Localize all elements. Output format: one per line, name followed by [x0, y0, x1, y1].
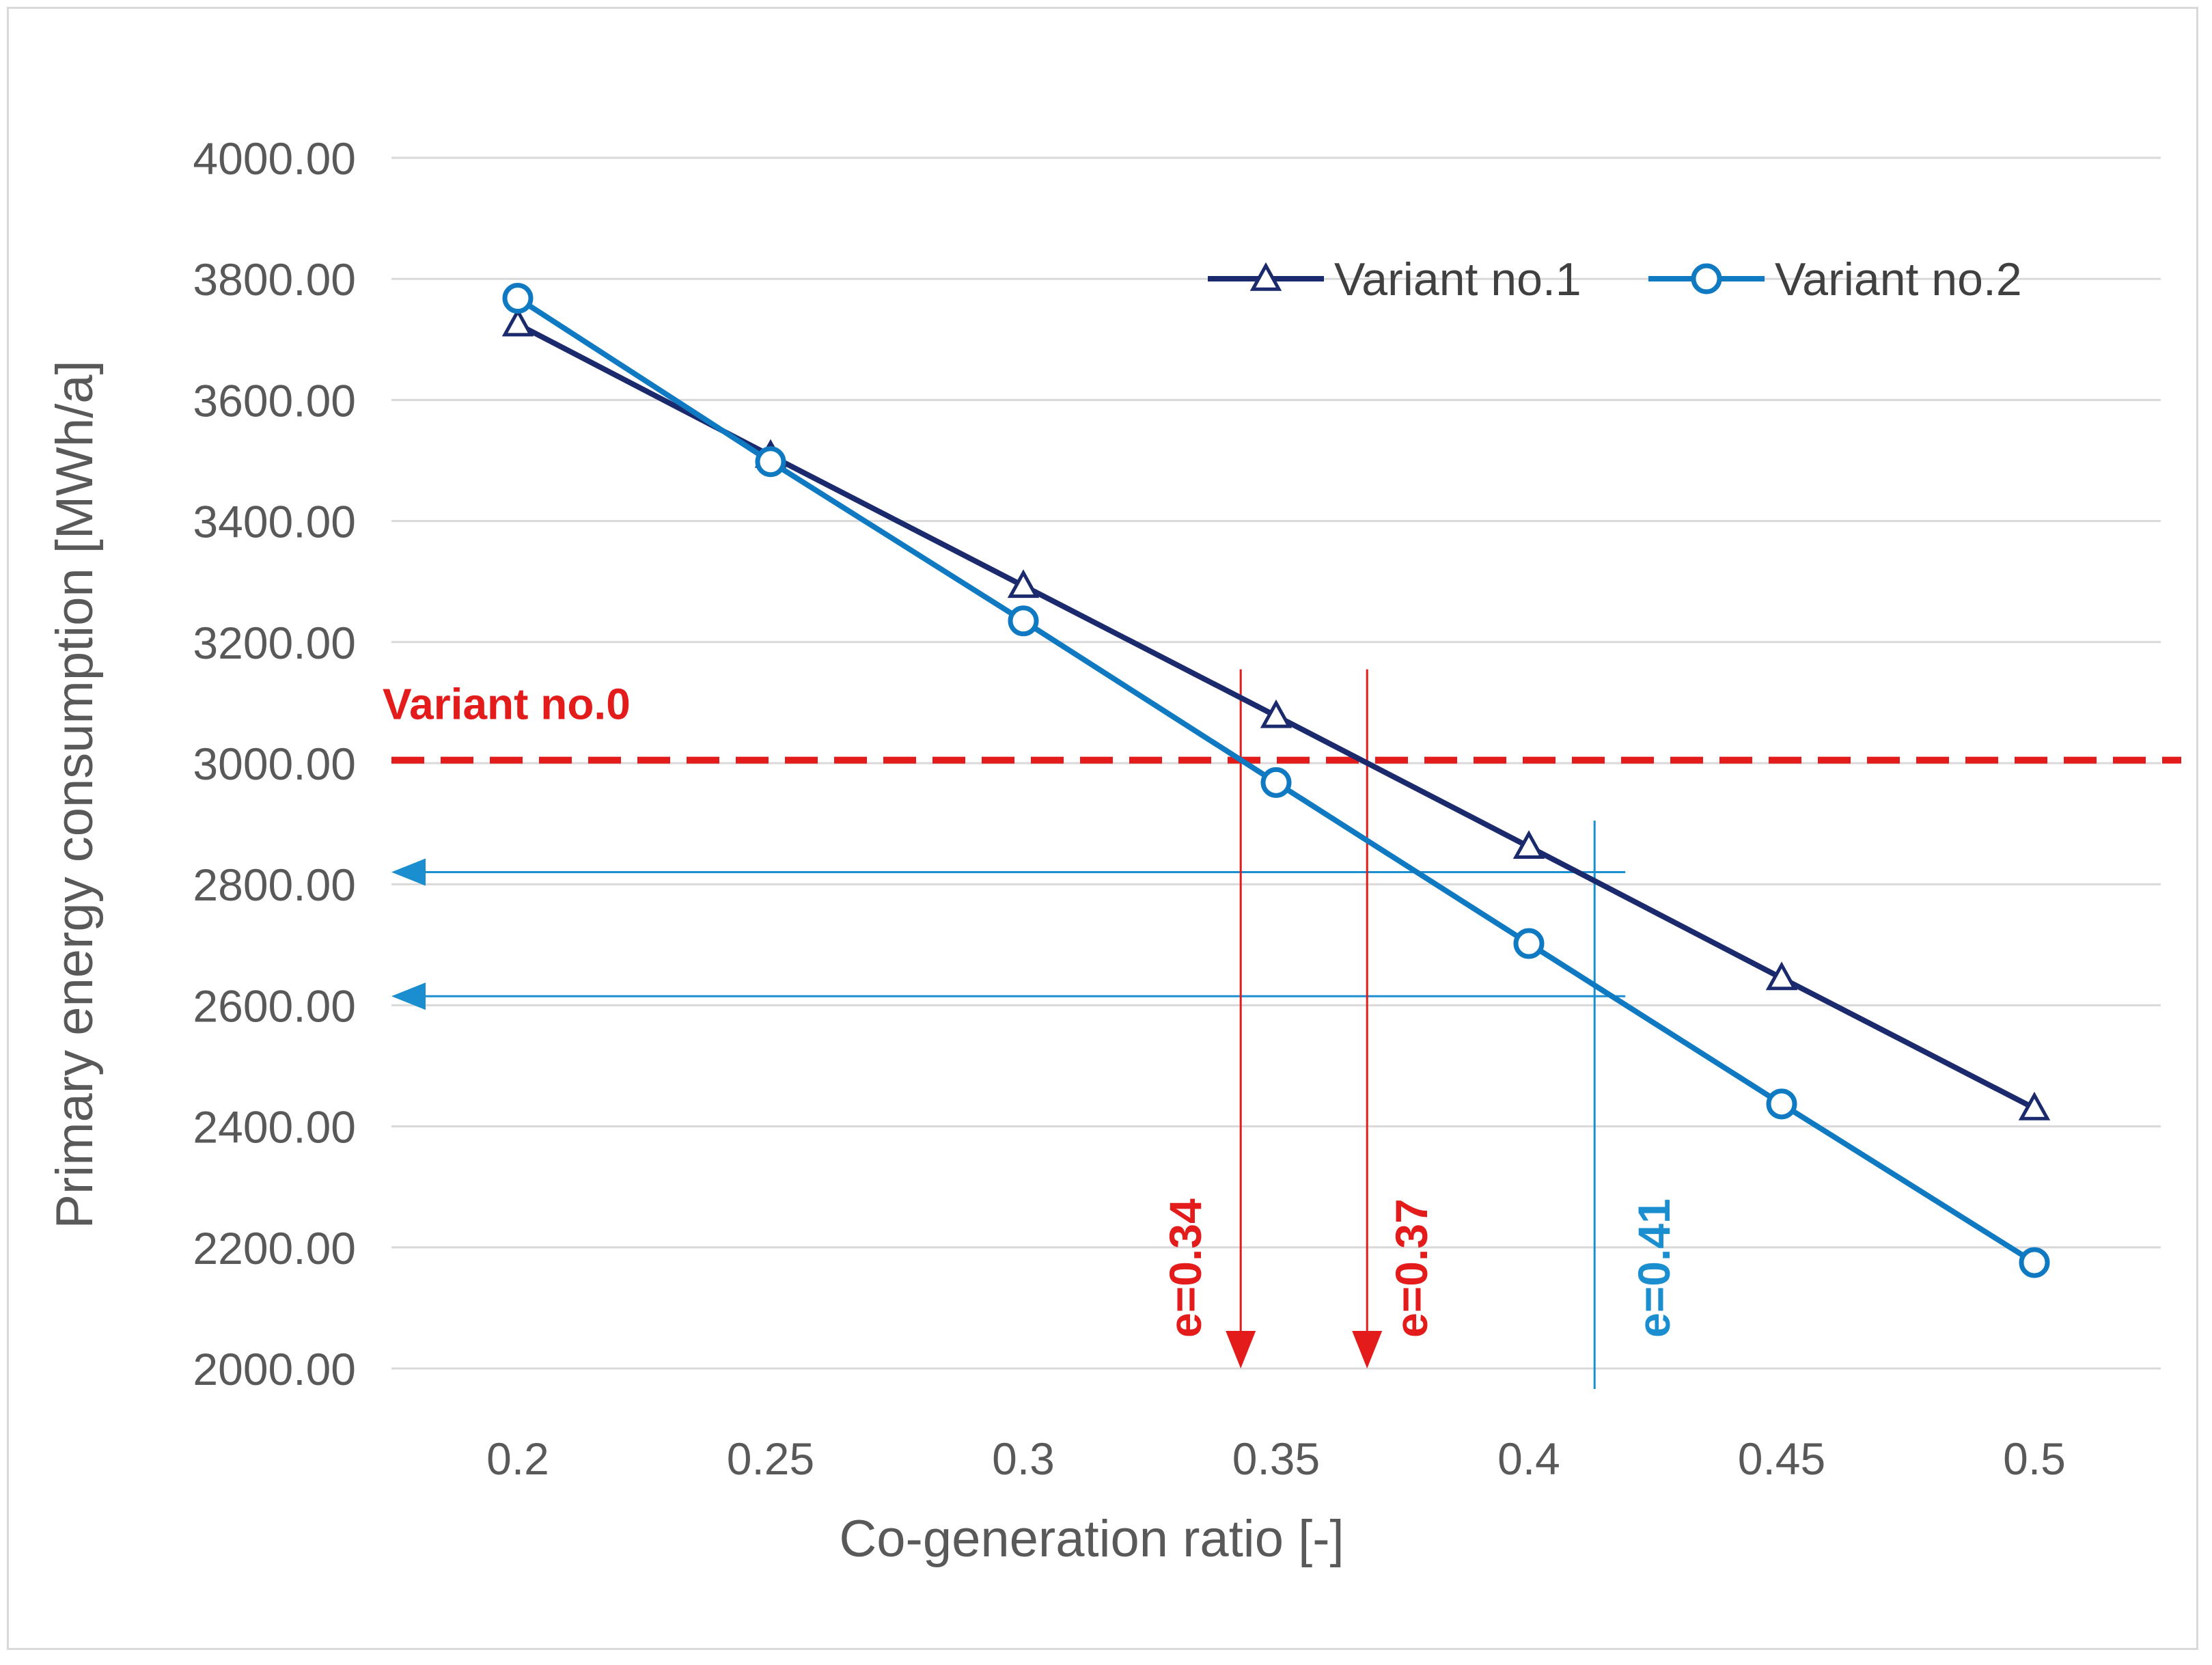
- data-point-triangle: [501, 307, 534, 337]
- data-point-circle: [1008, 605, 1039, 637]
- x-tick-label: 0.45: [1738, 1433, 1825, 1484]
- annotation-label: e=0.37: [1386, 1198, 1437, 1338]
- series-layer: [501, 283, 2051, 1278]
- y-tick-label: 3800.00: [193, 254, 356, 305]
- x-tick-labels: 0.2 0.25 0.3 0.35 0.4 0.45 0.5: [486, 1433, 2066, 1484]
- data-point-circle: [2019, 1247, 2050, 1278]
- y-tick-label: 3600.00: [193, 375, 356, 426]
- x-tick-label: 0.35: [1232, 1433, 1320, 1484]
- annotation-arrow-head: [1352, 1331, 1383, 1368]
- data-point-triangle: [1007, 569, 1040, 598]
- data-point-triangle: [1249, 262, 1282, 291]
- x-tick-label: 0.2: [486, 1433, 549, 1484]
- annotation-arrow-head: [1226, 1331, 1256, 1368]
- x-tick-label: 0.4: [1497, 1433, 1560, 1484]
- annotations: e=0.34 e=0.37 e=0.41: [391, 669, 2181, 1389]
- y-tick-label: 2000.00: [193, 1344, 356, 1394]
- annotation-label: e=0.34: [1160, 1198, 1211, 1338]
- y-tick-label: 2400.00: [193, 1102, 356, 1153]
- data-point-circle: [1513, 928, 1545, 959]
- x-tick-label: 0.5: [2003, 1433, 2066, 1484]
- y-axis-label: Primary energy consumption [MWh/a]: [46, 360, 104, 1228]
- legend-label: Variant no.2: [1775, 253, 2022, 305]
- y-tick-label: 2800.00: [193, 859, 356, 910]
- y-tick-label: 3200.00: [193, 618, 356, 668]
- chart: 2000.00 2200.00 2400.00 2600.00 2800.00 3000.…: [46, 133, 2181, 1568]
- data-point-circle: [1766, 1088, 1797, 1120]
- annotation-label: e=0.41: [1629, 1198, 1679, 1338]
- y-tick-label: 3400.00: [193, 497, 356, 547]
- reference-line-label: Variant no.0: [383, 680, 631, 729]
- data-point-triangle: [1765, 961, 1798, 991]
- x-tick-label: 0.25: [727, 1433, 814, 1484]
- y-tick-labels: 2000.00 2200.00 2400.00 2600.00 2800.00 3000.…: [193, 133, 356, 1394]
- legend: Variant no.1 Variant no.2: [1208, 253, 2022, 305]
- y-tick-label: 4000.00: [193, 133, 356, 184]
- grid-lines: [391, 156, 2161, 1370]
- data-point-triangle: [2018, 1091, 2051, 1120]
- horizontal-arrow-head: [391, 982, 426, 1010]
- data-point-triangle: [1260, 699, 1292, 728]
- horizontal-arrow-head: [391, 858, 426, 886]
- data-point-triangle: [1512, 830, 1545, 859]
- data-point-circle: [502, 283, 534, 314]
- legend-label: Variant no.1: [1334, 253, 1581, 305]
- y-tick-label: 2200.00: [193, 1223, 356, 1274]
- data-point-circle: [1691, 263, 1722, 294]
- chart-frame: 2000.00 2200.00 2400.00 2600.00 2800.00 3000.…: [7, 7, 2198, 1650]
- x-axis-label: Co-generation ratio [-]: [839, 1510, 1344, 1568]
- x-tick-label: 0.3: [992, 1433, 1055, 1484]
- y-tick-label: 3000.00: [193, 739, 356, 789]
- data-point-circle: [1260, 767, 1292, 798]
- y-tick-label: 2600.00: [193, 980, 356, 1031]
- data-point-circle: [755, 446, 786, 478]
